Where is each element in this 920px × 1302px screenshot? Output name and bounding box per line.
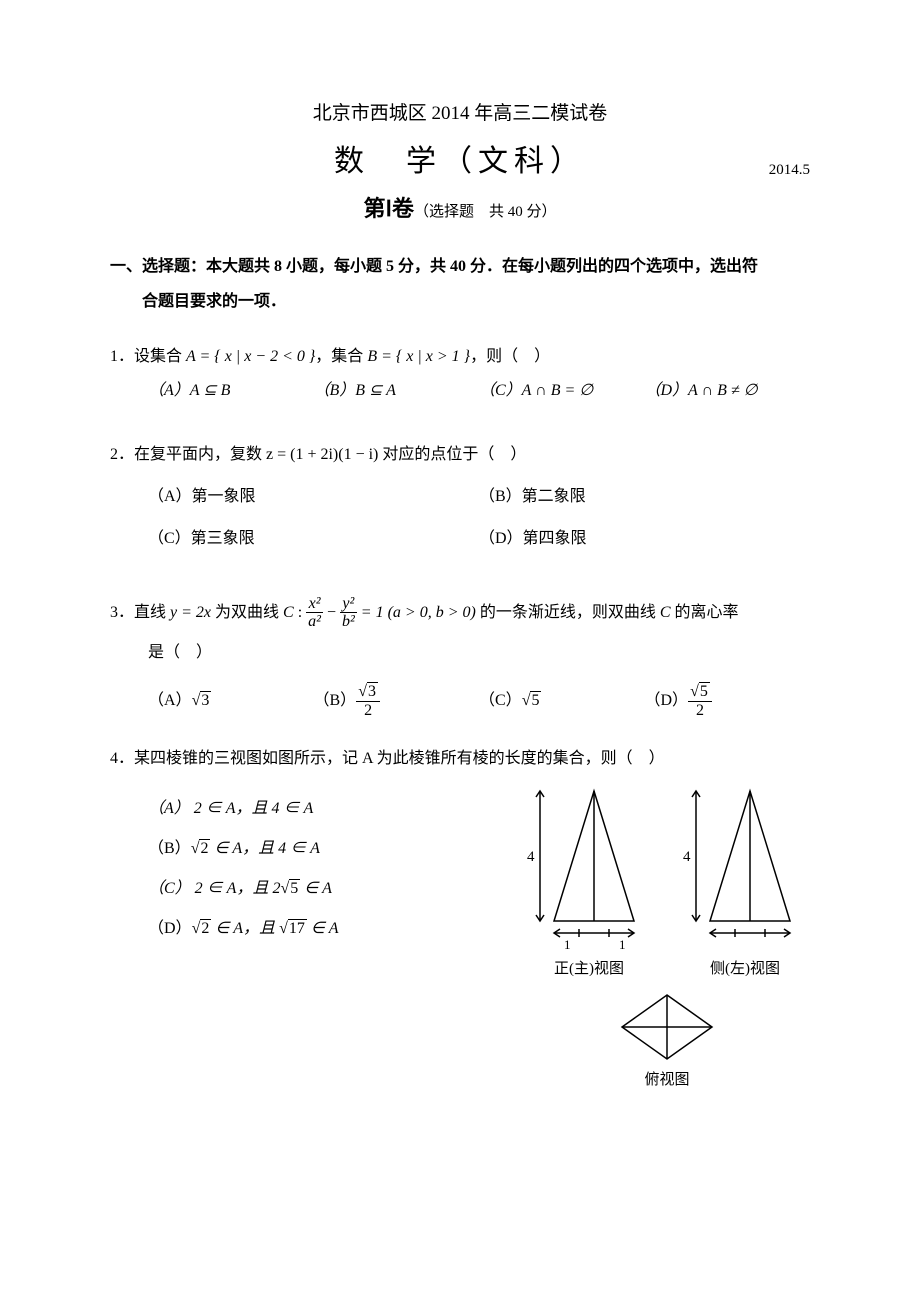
q3-options: （A）√3 （B）√32 （C）√5 （D）√52 [110, 683, 810, 719]
front-caption: 正(主)视图 [524, 958, 654, 981]
doc-date: 2014.5 [769, 159, 810, 182]
section-line2: 合题目要求的一项． [110, 284, 810, 319]
question-3: 3．直线 y = 2x 为双曲线 C : x²a² − y²b² = 1 (a … [110, 595, 810, 719]
q3-tail: 的离心率 [671, 604, 739, 621]
q4-opt-a: （A） 2 ∈ A，且 4 ∈ A [148, 797, 524, 821]
q3-line: y = 2x [170, 604, 211, 621]
part-bold: 第Ⅰ卷 [363, 196, 414, 221]
q1-opt-a: （A）A ⊆ B [148, 379, 314, 403]
q2-opt-a: （A）第一象限 [148, 485, 479, 509]
q1-pre: 1．设集合 [110, 348, 186, 365]
question-1: 1．设集合 A = { x | x − 2 < 0 }，集合 B = { x |… [110, 345, 810, 403]
q2-opt-c: （C）第三象限 [148, 527, 479, 551]
q3-mid2: 的一条渐近线，则双曲线 [480, 604, 660, 621]
side-view-svg: 4 [680, 781, 810, 956]
question-2: 2．在复平面内，复数 z = (1 + 2i)(1 − i) 对应的点位于（ ）… [110, 443, 810, 551]
q4-opt-b: （B）√2 ∈ A，且 4 ∈ A [148, 837, 524, 861]
doc-subject: 数 学（文科） 2014.5 [110, 139, 810, 184]
side-view: 4 侧(左)视图 [680, 781, 810, 981]
subject-text: 数 学（文科） [334, 145, 586, 178]
q2-text: 2．在复平面内，复数 z = (1 + 2i)(1 − i) 对应的点位于（ ） [110, 446, 526, 463]
q1-opt-d: （D）A ∩ B ≠ ∅ [645, 379, 811, 403]
front-view-svg: 4 1 1 [524, 781, 654, 956]
q1-options: （A）A ⊆ B （B）B ⊆ A （C）A ∩ B = ∅ （D）A ∩ B … [110, 379, 810, 403]
svg-text:1: 1 [564, 937, 571, 952]
q1-setB: B = { x | x > 1 } [367, 348, 470, 365]
q2-stem: 2．在复平面内，复数 z = (1 + 2i)(1 − i) 对应的点位于（ ） [110, 443, 810, 467]
q3-opt-d: （D）√52 [645, 683, 811, 719]
part-rest: （选择题 共 40 分） [414, 204, 557, 220]
q3-f1n: x² [306, 595, 323, 614]
q2-options: （A）第一象限 （B）第二象限 （C）第三象限 （D）第四象限 [110, 485, 810, 551]
front-view: 4 1 1 正(主)视图 [524, 781, 654, 981]
q1-mid: ，集合 [315, 348, 367, 365]
q3-C2: C [660, 604, 671, 621]
q3-f2n: y² [340, 595, 357, 614]
section-line1: 一、选择题：本大题共 8 小题，每小题 5 分，共 40 分．在每小题列出的四个… [110, 249, 810, 284]
q3-mid1: 为双曲线 [211, 604, 283, 621]
q3-stem: 3．直线 y = 2x 为双曲线 C : x²a² − y²b² = 1 (a … [110, 595, 810, 631]
q4-figures: 4 1 1 正(主)视图 [524, 781, 810, 1091]
side-h-label: 4 [683, 849, 691, 865]
q1-tail: ，则（ ） [470, 348, 550, 365]
front-h-label: 4 [527, 849, 535, 865]
q1-stem: 1．设集合 A = { x | x − 2 < 0 }，集合 B = { x |… [110, 345, 810, 369]
q3-f1d: a² [306, 613, 323, 631]
section-heading: 一、选择题：本大题共 8 小题，每小题 5 分，共 40 分．在每小题列出的四个… [110, 249, 810, 319]
top-caption: 俯视图 [612, 1069, 722, 1092]
q1-opt-c: （C）A ∩ B = ∅ [479, 379, 645, 403]
q1-setA: A = { x | x − 2 < 0 } [186, 348, 315, 365]
q3-C: C [283, 604, 294, 621]
q2-opt-d: （D）第四象限 [479, 527, 810, 551]
q3-pre: 3．直线 [110, 604, 170, 621]
question-4: 4．某四棱锥的三视图如图所示，记 A 为此棱锥所有棱的长度的集合，则（ ） （A… [110, 747, 810, 1091]
q4-opt-c: （C） 2 ∈ A，且 2√5 ∈ A [148, 877, 524, 901]
top-view-svg [612, 987, 722, 1067]
q3-f2d: b² [340, 613, 357, 631]
doc-title-line1: 北京市西城区 2014 年高三二模试卷 [110, 100, 810, 129]
q3-opt-a: （A）√3 [148, 689, 314, 713]
side-caption: 侧(左)视图 [680, 958, 810, 981]
q3-opt-c: （C）√5 [479, 689, 645, 713]
svg-text:1: 1 [619, 937, 626, 952]
q1-opt-b: （B）B ⊆ A [314, 379, 480, 403]
doc-part: 第Ⅰ卷（选择题 共 40 分） [110, 192, 810, 225]
q2-opt-b: （B）第二象限 [479, 485, 810, 509]
q3-colon: : [294, 604, 306, 621]
q3-stem2: 是（ ） [110, 641, 810, 665]
q3-minus: − [323, 604, 340, 621]
q3-eq: = 1 (a > 0, b > 0) [357, 604, 480, 621]
q4-stem: 4．某四棱锥的三视图如图所示，记 A 为此棱锥所有棱的长度的集合，则（ ） [110, 747, 810, 771]
q4-opt-d: （D）√2 ∈ A，且 √17 ∈ A [148, 917, 524, 941]
q3-opt-b: （B）√32 [314, 683, 480, 719]
q4-options: （A） 2 ∈ A，且 4 ∈ A （B）√2 ∈ A，且 4 ∈ A （C） … [110, 797, 524, 941]
top-view: 俯视图 [612, 987, 722, 1092]
